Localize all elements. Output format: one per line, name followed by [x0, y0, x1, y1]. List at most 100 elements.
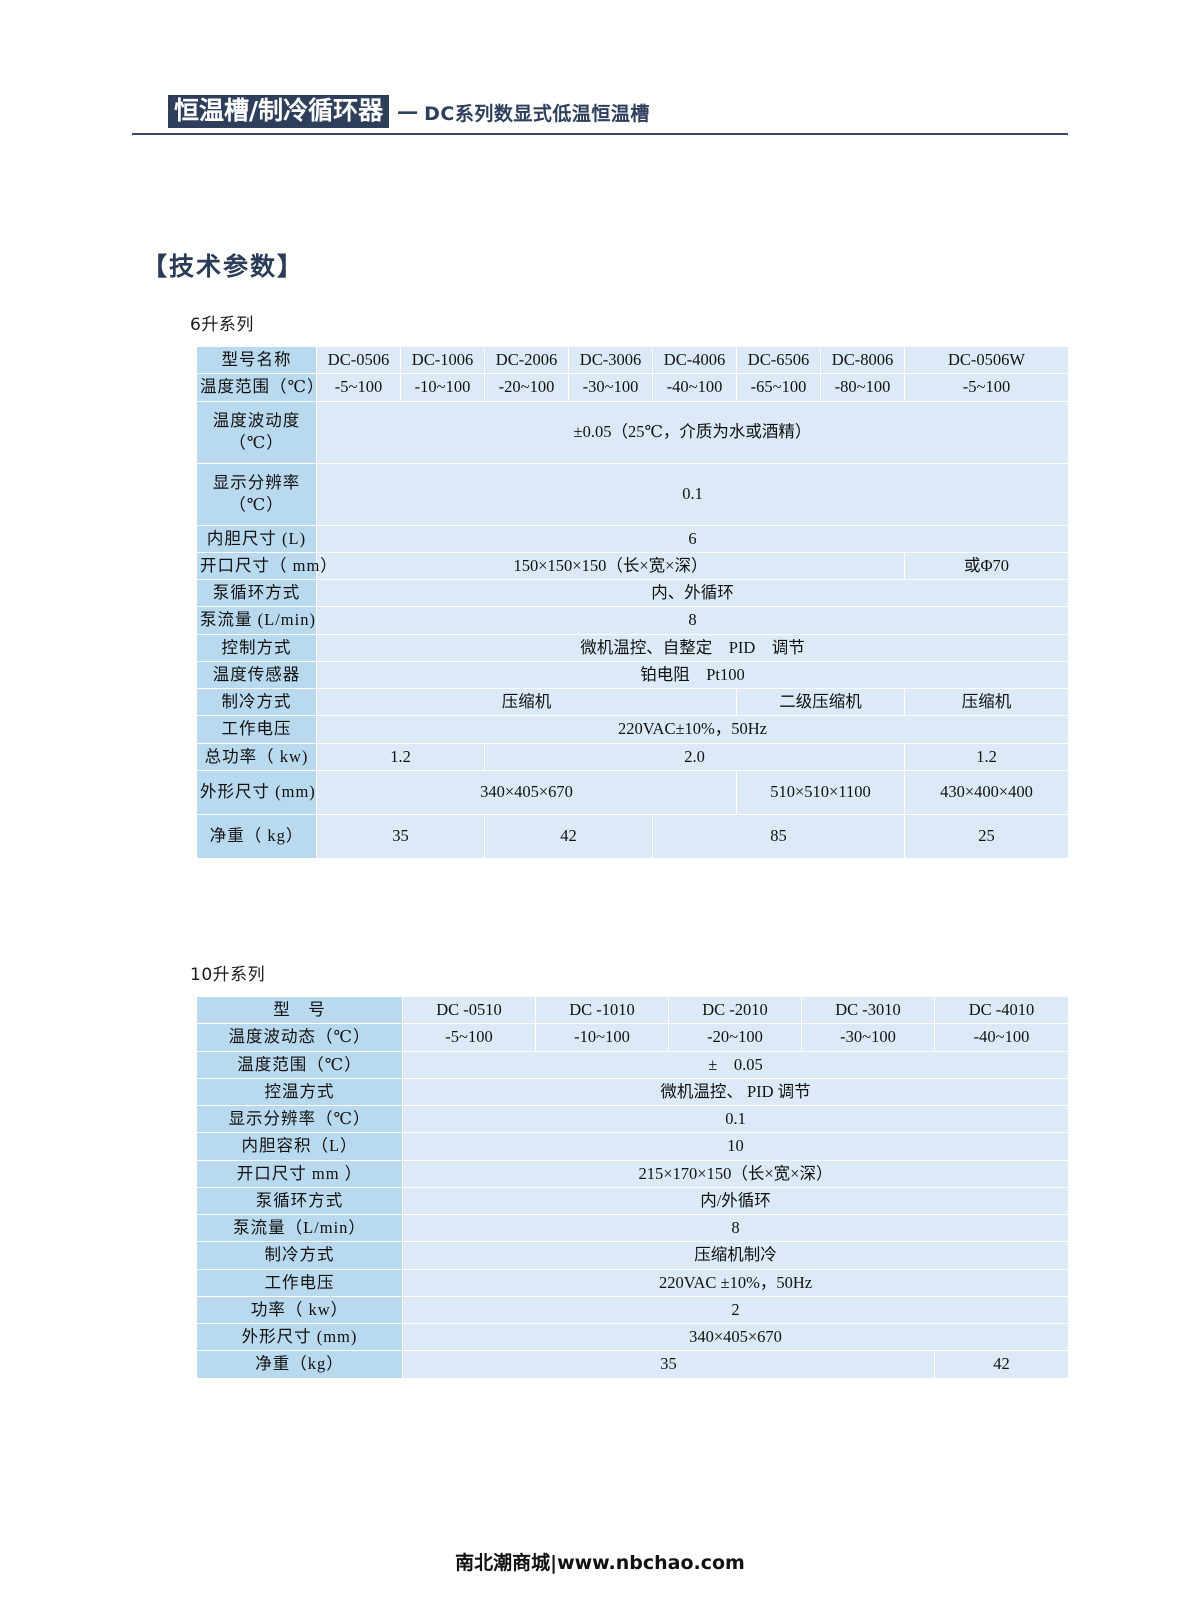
cell: -30~100: [568, 373, 653, 402]
cell: 压缩机: [316, 688, 737, 717]
row-label: 温度范围（℃）: [196, 1050, 403, 1079]
table-row: 温度传感器 铂电阻 Pt100: [196, 660, 1069, 690]
table-row: 型 号 DC -0510 DC -1010 DC -2010 DC -3010 …: [196, 995, 1069, 1025]
table-row: 显示分辨率 （℃） 0.1: [196, 462, 1069, 526]
cell: -80~100: [820, 373, 905, 402]
cell: 二级压缩机: [736, 688, 905, 717]
series-label-10l: 10升系列: [190, 965, 266, 985]
row-label: 外形尺寸 (mm): [196, 1323, 403, 1352]
table-row: 净重（kg） 35 42: [196, 1350, 1069, 1379]
row-label: 制冷方式: [196, 688, 317, 717]
row-label-line1: 温度波动度: [212, 410, 301, 430]
cell: 220VAC ±10%，50Hz: [402, 1268, 1069, 1297]
cell: ± 0.05: [402, 1050, 1069, 1079]
cell: 6: [316, 524, 1069, 553]
cell: 微机温控、 PID 调节: [402, 1077, 1069, 1107]
cell: 215×170×150（长×宽×深）: [402, 1159, 1069, 1188]
cell: 85: [652, 813, 905, 859]
row-label: 泵循环方式: [196, 579, 317, 608]
page-title: 【技术参数】: [142, 252, 305, 281]
cell: DC-3006: [568, 345, 653, 375]
cell: 10: [402, 1132, 1069, 1161]
row-label-line2: （℃）: [229, 433, 284, 453]
cell: 或Φ70: [904, 551, 1069, 581]
cell: 340×405×670: [316, 769, 737, 815]
row-label: 内胆尺寸 (L): [196, 524, 317, 553]
cell: -5~100: [402, 1023, 536, 1052]
cell: 340×405×670: [402, 1323, 1069, 1352]
cell: DC-2006: [484, 345, 569, 375]
cell: 35: [316, 813, 485, 859]
page-header: 恒温槽/制冷循环器 － DC系列数显式低温恒温槽: [132, 86, 1068, 135]
header-badge-label: 恒温槽/制冷循环器: [168, 95, 390, 128]
cell: 25: [904, 813, 1069, 859]
cell: DC -0510: [402, 995, 536, 1025]
row-label: 控制方式: [196, 633, 317, 662]
cell: 150×150×150（长×宽×深）: [316, 551, 905, 581]
cell: 铂电阻 Pt100: [316, 660, 1069, 690]
row-label: 温度传感器: [196, 660, 317, 690]
table-row: 净重（ kg） 35 42 85 25: [196, 813, 1069, 859]
table-row: 开口尺寸（ mm） 150×150×150（长×宽×深） 或Φ70: [196, 551, 1069, 581]
cell: 2: [402, 1295, 1069, 1325]
table-row: 控温方式 微机温控、 PID 调节: [196, 1077, 1069, 1107]
row-label: 型 号: [196, 995, 403, 1025]
table-row: 内胆尺寸 (L) 6: [196, 524, 1069, 553]
cell: 430×400×400: [904, 769, 1069, 815]
row-label: 温度波动态（℃）: [196, 1023, 403, 1052]
row-label: 开口尺寸（ mm）: [196, 551, 337, 581]
table-row: 温度范围（℃） ± 0.05: [196, 1050, 1069, 1079]
cell: 8: [316, 606, 1069, 635]
row-label: 温度波动度 （℃）: [196, 400, 317, 464]
cell: -10~100: [535, 1023, 669, 1052]
cell: -30~100: [801, 1023, 935, 1052]
cell: -5~100: [316, 373, 401, 402]
row-label: 功率（ kw）: [196, 1295, 403, 1325]
cell: 1.2: [316, 742, 485, 771]
table-row: 温度波动态（℃） -5~100 -10~100 -20~100 -30~100 …: [196, 1023, 1069, 1052]
cell: 0.1: [316, 462, 1069, 526]
table-row: 制冷方式 压缩机 二级压缩机 压缩机: [196, 688, 1069, 717]
row-label-line2: （℃）: [229, 495, 284, 515]
row-label: 泵循环方式: [196, 1186, 403, 1216]
spec-table-6l: 型号名称 DC-0506 DC-1006 DC-2006 DC-3006 DC-…: [196, 345, 1069, 859]
table-row: 外形尺寸 (mm) 340×405×670: [196, 1323, 1069, 1352]
header-title-row: 恒温槽/制冷循环器 － DC系列数显式低温恒温槽: [132, 86, 1068, 128]
table-row: 泵循环方式 内/外循环: [196, 1186, 1069, 1216]
table-row: 内胆容积（L） 10: [196, 1132, 1069, 1161]
cell: DC-0506: [316, 345, 401, 375]
cell: 1.2: [904, 742, 1069, 771]
cell: -5~100: [904, 373, 1069, 402]
row-label: 净重（ kg）: [196, 813, 317, 859]
cell: 微机温控、自整定 PID 调节: [316, 633, 1069, 662]
table-row: 外形尺寸 (mm) 340×405×670 510×510×1100 430×4…: [196, 769, 1069, 815]
table-row: 泵流量 (L/min) 8: [196, 606, 1069, 635]
cell: DC-8006: [820, 345, 905, 375]
table-row: 泵流量（L/min） 8: [196, 1214, 1069, 1243]
row-label: 型号名称: [196, 345, 317, 375]
row-label: 制冷方式: [196, 1241, 403, 1270]
row-label: 工作电压: [196, 1268, 403, 1297]
cell: -40~100: [652, 373, 737, 402]
row-label: 总功率（ kw): [196, 742, 317, 771]
cell: DC-0506W: [904, 345, 1069, 375]
table-row: 总功率（ kw) 1.2 2.0 1.2: [196, 742, 1069, 771]
header-subtitle: DC系列数显式低温恒温槽: [424, 103, 650, 125]
table-row: 开口尺寸 mm ） 215×170×150（长×宽×深）: [196, 1159, 1069, 1188]
row-label: 显示分辨率（℃）: [196, 1105, 403, 1134]
cell: 压缩机制冷: [402, 1241, 1069, 1270]
row-label: 温度范围（℃）: [196, 373, 323, 402]
cell: 内/外循环: [402, 1186, 1069, 1216]
row-label: 泵流量（L/min）: [196, 1214, 403, 1243]
series-label-6l: 6升系列: [190, 315, 254, 335]
row-label: 泵流量 (L/min): [196, 606, 317, 635]
row-label: 外形尺寸 (mm): [196, 769, 317, 815]
table-row: 工作电压 220VAC±10%，50Hz: [196, 715, 1069, 744]
cell: -65~100: [736, 373, 821, 402]
table-row: 泵循环方式 内、外循环: [196, 579, 1069, 608]
cell: -10~100: [400, 373, 485, 402]
cell: DC-6506: [736, 345, 821, 375]
cell: 220VAC±10%，50Hz: [316, 715, 1069, 744]
cell: DC-4006: [652, 345, 737, 375]
cell: 8: [402, 1214, 1069, 1243]
